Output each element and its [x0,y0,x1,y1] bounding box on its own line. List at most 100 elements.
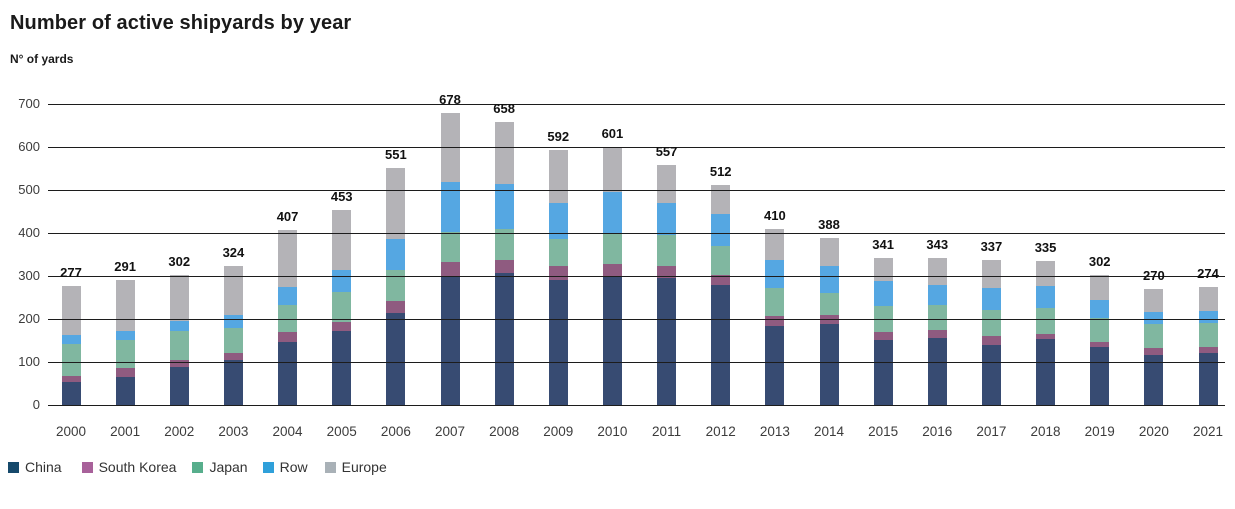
y-tick-label: 700 [18,96,40,111]
bar-segment-japan [981,309,1001,337]
bar-segment-japan [278,304,298,333]
x-tick-label: 2008 [489,424,520,439]
bar-segment-row [1090,299,1110,318]
bar-segment-row [332,270,352,293]
legend-label: Row [279,459,308,475]
y-tick-label: 400 [18,225,40,240]
bar-segment-europe [873,258,893,282]
legend-item-europe: Europe [324,459,387,475]
y-tick-label: 0 [32,397,40,412]
bar-segment-south-korea [657,265,677,278]
bar-segment-europe [61,285,81,335]
bar-segment-japan [1144,323,1164,349]
bar-segment-south-korea [332,322,352,332]
bar-segment-south-korea [1198,347,1218,354]
bar-segment-europe [927,257,947,286]
bar-segment-europe [223,265,243,315]
bar-segment-europe [386,168,406,239]
x-tick-label: 2003 [218,424,249,439]
bar-segment-china [981,344,1001,405]
x-tick-label: 2004 [272,424,303,439]
bar-segment-japan [61,344,81,377]
bar-segment-south-korea [61,376,81,383]
bar-segment-europe [1144,288,1164,312]
total-label: 337 [980,239,1003,255]
bar-segment-japan [115,339,135,368]
y-tick-label: 100 [18,354,40,369]
total-label: 324 [222,244,245,260]
total-label: 302 [168,254,191,270]
total-label: 678 [439,92,461,108]
bar-segment-europe [819,238,839,266]
bar-segment-south-korea [386,300,406,313]
bar-segment-row [494,183,514,230]
total-label: 335 [1034,239,1057,255]
bar-segment-china [61,382,81,405]
legend-label: Japan [209,459,248,475]
bar-segment-china [873,339,893,405]
chart-title: Number of active shipyards by year [10,12,352,34]
bar-segment-china [1036,339,1056,405]
bar-segment-europe [115,279,135,332]
bar-segment-china [765,325,785,405]
bar-segment-row [1144,311,1164,324]
bar-segment-china [440,276,460,405]
y-tick-label: 200 [18,311,40,326]
bar-segment-south-korea [711,274,731,285]
bar-segment-europe [548,150,568,203]
bar-segment-japan [602,233,622,264]
bar-segment-japan [440,231,460,262]
total-label: 302 [1088,254,1111,270]
x-tick-label: 2014 [813,424,845,439]
bar-segment-japan [332,292,352,322]
bar-segment-south-korea [440,261,460,276]
total-label: 343 [926,236,949,252]
bar-segment-japan [494,229,514,261]
legend-item-china: China [8,459,62,475]
bar-segment-europe [278,229,298,288]
bar-segment-china [278,341,298,405]
total-label: 270 [1142,267,1165,283]
x-tick-label: 2018 [1030,424,1061,439]
bar-segment-japan [1198,322,1218,348]
gridline [48,190,1225,191]
bar-segment-japan [819,293,839,316]
x-tick-label: 2012 [705,424,736,439]
x-tick-label: 2016 [922,424,953,439]
bar-segment-south-korea [602,263,622,276]
bar-segment-row [386,239,406,270]
bar-segment-row [223,314,243,328]
bar-segment-south-korea [873,331,893,340]
bar-segment-china [602,276,622,405]
bar-segment-europe [1036,260,1056,286]
bar-segment-china [115,376,135,405]
bar-segment-south-korea [765,315,785,326]
legend-label: China [25,459,62,475]
bar-segment-europe [494,122,514,184]
bar-segment-south-korea [1090,341,1110,347]
bar-segment-europe [765,228,785,260]
bar-segment-row [1036,285,1056,308]
bar-segment-japan [711,245,731,275]
gridline [48,104,1225,105]
bar-segment-china [548,280,568,405]
total-label: 388 [818,217,840,233]
bar-segment-japan [927,305,947,331]
x-tick-label: 2021 [1192,424,1224,439]
gridline [48,362,1225,363]
bar-segment-japan [548,239,568,266]
x-tick-label: 2020 [1138,424,1169,439]
x-tick-label: 2002 [164,424,195,439]
bar-segment-row [1198,310,1218,323]
y-tick-label: 300 [18,268,40,283]
bar-segment-europe [981,260,1001,289]
bar-segment-japan [223,327,243,354]
bar-segment-japan [1036,307,1056,335]
bar-segment-europe [169,275,189,322]
x-tick-label: 2015 [868,424,899,439]
bar-segment-china [386,312,406,405]
bar-segment-row [657,202,677,235]
bar-segment-south-korea [169,360,189,368]
bar-segment-row [819,265,839,294]
